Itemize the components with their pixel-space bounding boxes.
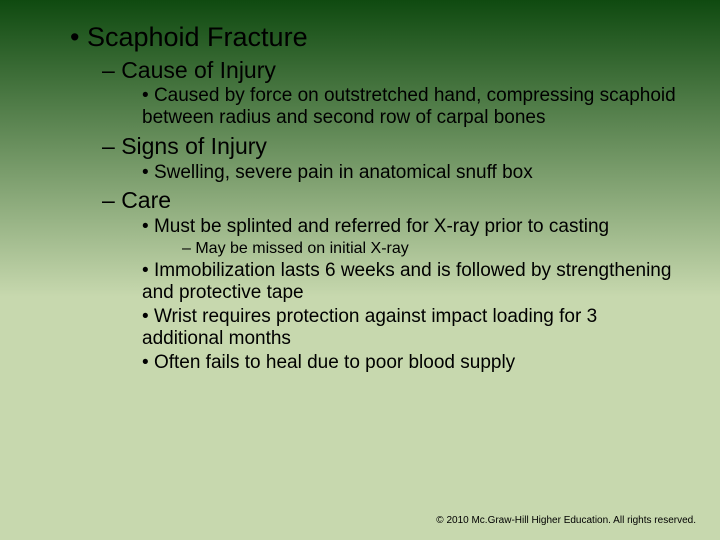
care-bullet-1-sub: May be missed on initial X-ray xyxy=(182,240,680,258)
heading-care: Care xyxy=(102,187,680,213)
slide: Scaphoid Fracture Cause of Injury Caused… xyxy=(0,0,720,540)
care-bullet-1: Must be splinted and referred for X-ray … xyxy=(142,216,680,238)
slide-title: Scaphoid Fracture xyxy=(70,22,680,53)
cause-bullet-1: Caused by force on outstretched hand, co… xyxy=(142,85,680,129)
care-bullet-2: Immobilization lasts 6 weeks and is foll… xyxy=(142,260,680,304)
care-bullet-3: Wrist requires protection against impact… xyxy=(142,306,680,350)
heading-signs: Signs of Injury xyxy=(102,133,680,159)
copyright-text: © 2010 Mc.Graw-Hill Higher Education. Al… xyxy=(436,515,696,526)
care-bullet-4: Often fails to heal due to poor blood su… xyxy=(142,352,680,374)
signs-bullet-1: Swelling, severe pain in anatomical snuf… xyxy=(142,162,680,184)
heading-cause: Cause of Injury xyxy=(102,57,680,83)
